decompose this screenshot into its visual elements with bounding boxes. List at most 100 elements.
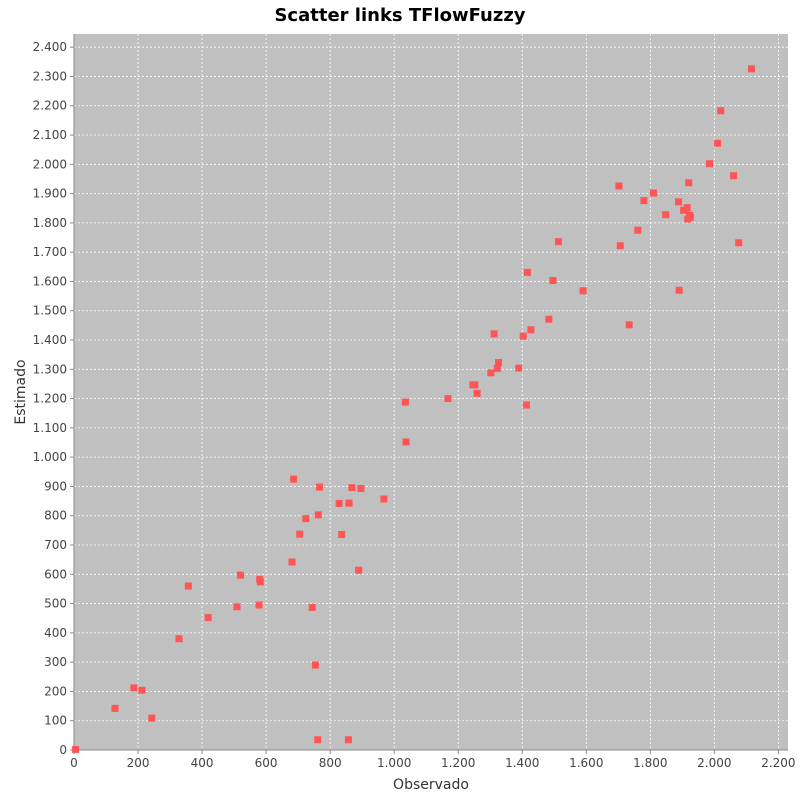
- data-point: [471, 381, 479, 389]
- y-tick-label: 1.300: [33, 362, 67, 376]
- data-point: [335, 499, 343, 507]
- data-point: [490, 330, 498, 338]
- data-point: [72, 745, 80, 753]
- y-tick-label: 1.600: [33, 274, 67, 288]
- x-tick-label: 1.600: [569, 756, 603, 770]
- x-tick-label: 200: [127, 756, 150, 770]
- data-point: [233, 603, 241, 611]
- data-point: [706, 160, 714, 168]
- data-point: [401, 398, 409, 406]
- data-point: [650, 189, 658, 197]
- y-tick-label: 400: [44, 626, 67, 640]
- data-point: [138, 686, 146, 694]
- data-points: [72, 65, 755, 753]
- y-tick-label: 2.100: [33, 128, 67, 142]
- y-tick-label: 500: [44, 597, 67, 611]
- y-tick-label: 1.400: [33, 333, 67, 347]
- data-point: [495, 359, 503, 367]
- y-tick-label: 1.700: [33, 245, 67, 259]
- data-point: [111, 704, 119, 712]
- data-point: [634, 226, 642, 234]
- data-point: [680, 206, 688, 214]
- y-tick-label: 200: [44, 684, 67, 698]
- data-point: [487, 369, 495, 377]
- data-point: [549, 277, 557, 285]
- data-point: [288, 558, 296, 566]
- data-point: [314, 511, 322, 519]
- y-tick-label: 1.000: [33, 450, 67, 464]
- data-point: [348, 484, 356, 492]
- x-tick-label: 1.800: [633, 756, 667, 770]
- y-tick-label: 0: [59, 743, 67, 757]
- data-point: [148, 714, 156, 722]
- x-tick-label: 1.400: [505, 756, 539, 770]
- data-point: [493, 364, 501, 372]
- x-tick-label: 2.000: [697, 756, 731, 770]
- data-point: [674, 198, 682, 206]
- chart-title: Scatter links TFlowFuzzy: [274, 5, 525, 26]
- data-point: [316, 483, 324, 491]
- data-point: [338, 530, 346, 538]
- data-point: [730, 172, 738, 180]
- y-tick-label: 600: [44, 567, 67, 581]
- data-point: [296, 530, 304, 538]
- data-point: [255, 601, 263, 609]
- y-tick-label: 2.200: [33, 99, 67, 113]
- data-point: [290, 475, 298, 483]
- data-point: [357, 484, 365, 492]
- y-tick-label: 1.800: [33, 216, 67, 230]
- data-point: [527, 326, 535, 334]
- data-point: [236, 571, 244, 579]
- data-point: [344, 736, 352, 744]
- y-tick-label: 2.400: [33, 40, 67, 54]
- data-point: [184, 582, 192, 590]
- data-point: [311, 661, 319, 669]
- data-point: [554, 238, 562, 246]
- tick-labels: 0 200 400 600 800 1.000 1.200 1.400 1.600 1.800 2.…: [33, 40, 796, 770]
- data-point: [308, 603, 316, 611]
- data-point: [515, 364, 523, 372]
- data-point: [579, 287, 587, 295]
- x-tick-label: 1.000: [377, 756, 411, 770]
- data-point: [355, 566, 363, 574]
- x-tick-label: 1.200: [441, 756, 475, 770]
- y-tick-label: 100: [44, 714, 67, 728]
- data-point: [473, 389, 481, 397]
- data-point: [380, 495, 388, 503]
- data-point: [616, 242, 624, 250]
- y-tick-label: 2.300: [33, 69, 67, 83]
- y-tick-label: 1.100: [33, 421, 67, 435]
- grid-lines: [73, 34, 788, 751]
- data-point: [714, 139, 722, 147]
- data-point: [522, 401, 530, 409]
- data-point: [735, 239, 743, 247]
- data-point: [204, 614, 212, 622]
- data-point: [256, 578, 264, 586]
- data-point: [444, 395, 452, 403]
- y-tick-label: 1.900: [33, 187, 67, 201]
- data-point: [675, 286, 683, 294]
- data-point: [683, 204, 691, 212]
- data-point: [717, 107, 725, 115]
- data-point: [685, 179, 693, 187]
- y-axis-label: Estimado: [13, 359, 29, 424]
- axes: [70, 34, 788, 754]
- x-tick-label: 0: [70, 756, 78, 770]
- data-point: [130, 684, 138, 692]
- x-axis-label: Observado: [393, 777, 469, 793]
- data-point: [747, 65, 755, 73]
- y-tick-label: 1.500: [33, 304, 67, 318]
- data-point: [175, 635, 183, 643]
- data-point: [519, 332, 527, 340]
- y-tick-label: 1.200: [33, 392, 67, 406]
- y-tick-label: 2.000: [33, 157, 67, 171]
- data-point: [625, 321, 633, 329]
- data-point: [302, 515, 310, 523]
- data-point: [402, 438, 410, 446]
- y-tick-label: 300: [44, 655, 67, 669]
- data-point: [615, 182, 623, 190]
- x-tick-label: 600: [255, 756, 278, 770]
- plot-area: [74, 34, 788, 750]
